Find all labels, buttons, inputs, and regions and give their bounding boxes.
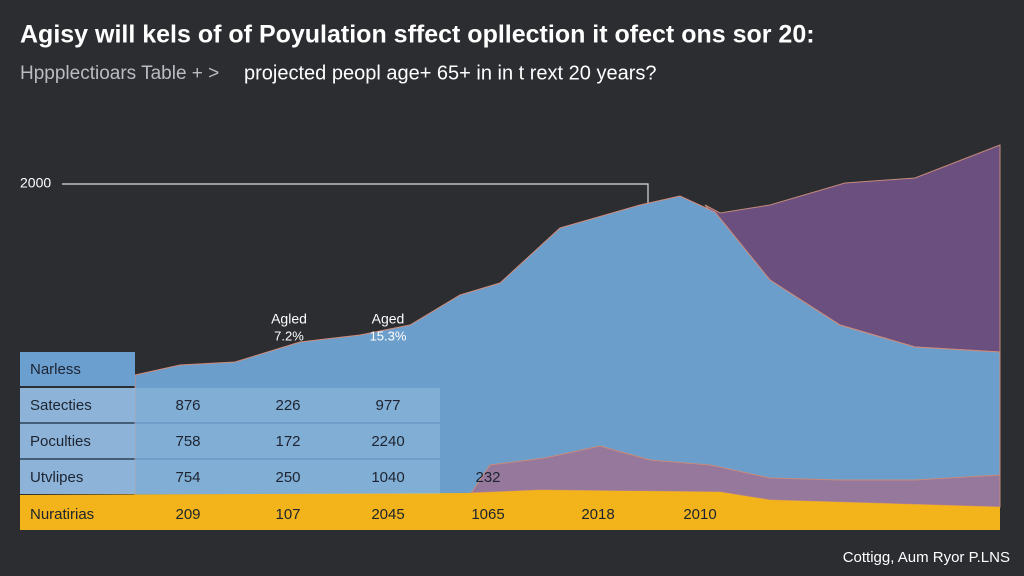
annotation-label: Aged: [372, 311, 405, 327]
cell-value: 1065: [471, 506, 504, 523]
cell-value: 172: [275, 433, 300, 450]
table-header: Narless: [30, 361, 81, 378]
annotation-value: 15.3%: [370, 328, 407, 343]
annotation-label: Agled: [271, 311, 307, 327]
breadcrumb: Hppplectioars Table + >: [20, 63, 219, 84]
cell-value: 209: [175, 506, 200, 523]
annotation-value: 7.2%: [274, 328, 304, 343]
axis-label: 2000: [20, 175, 51, 191]
row-cell: [20, 424, 135, 458]
cell-value: 226: [275, 397, 300, 414]
cell-value: 2045: [371, 506, 404, 523]
area-blue: [134, 195, 1001, 496]
row-label: Satecties: [30, 397, 92, 414]
reference-line: [62, 183, 649, 205]
cell-value: 758: [175, 433, 200, 450]
row-label: Poculties: [30, 433, 91, 450]
table-rows: Satecties 876 226 977 Poculties 758 172 2240 Utv…: [30, 397, 717, 523]
row-cell: [20, 460, 135, 494]
row-label: Nuratirias: [30, 506, 94, 523]
row-label: Utvlipes: [30, 469, 83, 486]
table-header-cell: [20, 352, 135, 386]
cell-value: 232: [475, 469, 500, 486]
cell-value: 250: [275, 469, 300, 486]
table-body: [135, 388, 440, 494]
footer: Cottigg, Aum Ryor P.LNS: [843, 549, 1010, 566]
cell-value: 2010: [683, 506, 716, 523]
subtitle: projected peopl age+ 65+ in in t rext 20…: [244, 62, 657, 84]
cell-value: 2240: [371, 433, 404, 450]
cell-value: 1040: [371, 469, 404, 486]
cell-value: 977: [375, 397, 400, 414]
area-yellow: [20, 490, 1000, 530]
cell-value: 107: [275, 506, 300, 523]
row-cell: [20, 388, 135, 422]
cell-value: 876: [175, 397, 200, 414]
cell-value: 754: [175, 469, 200, 486]
title: Agisy will kels of of Poyulation sffect …: [20, 21, 815, 49]
cell-value: 2018: [581, 506, 614, 523]
